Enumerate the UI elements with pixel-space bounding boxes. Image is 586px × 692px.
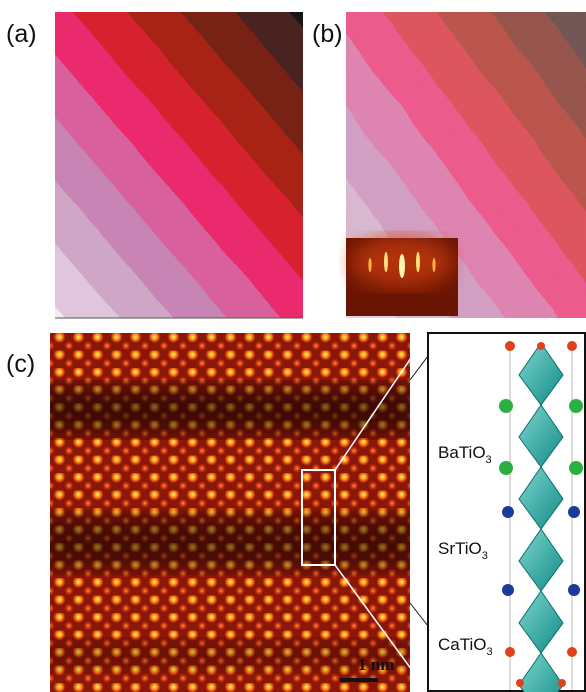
panel-label: (a) [6, 20, 37, 48]
panel-a-image [30, 0, 330, 340]
subscript: 3 [487, 646, 493, 658]
panel-label: (c) [6, 350, 35, 378]
scale-bar-label: 1 nm [358, 655, 394, 674]
formula: BaTiO [438, 443, 486, 462]
panel-c-image [40, 333, 420, 692]
panel-b-image [335, 0, 586, 380]
zoom-line [410, 356, 428, 380]
formula: SrTiO [438, 539, 482, 558]
figure: (a) (b) (c) 1 nm [0, 0, 586, 692]
panel-label: (b) [312, 20, 343, 48]
subscript: 3 [482, 550, 488, 562]
scale-bar [340, 678, 378, 682]
formula: CaTiO [438, 635, 487, 654]
zoom-line [410, 603, 428, 626]
diffraction-inset [346, 236, 458, 316]
subscript: 3 [486, 454, 492, 466]
